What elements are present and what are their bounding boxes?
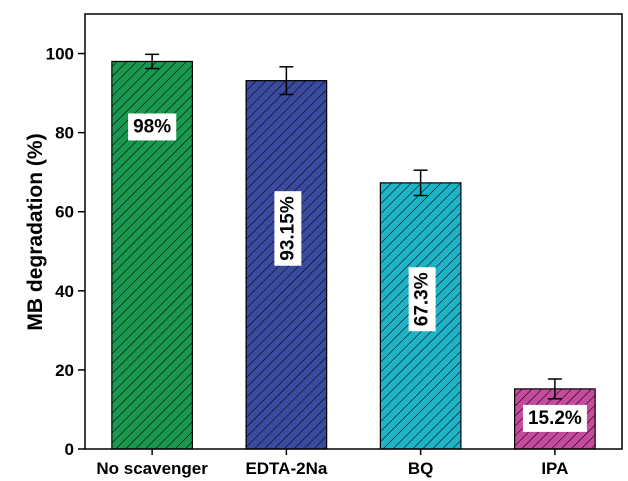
data-label-box: 93.15% <box>274 191 302 266</box>
data-label-box: 67.3% <box>408 267 436 332</box>
y-axis: 0 20 40 60 80 100 <box>46 45 85 459</box>
y-tick-label: 40 <box>55 282 74 301</box>
error-bar <box>145 53 160 70</box>
y-tick-label: 80 <box>55 124 74 143</box>
plot-frame <box>84 13 623 450</box>
data-label-box: 98% <box>128 113 177 141</box>
x-tick-label: BQ <box>408 459 434 478</box>
error-bar <box>279 66 294 96</box>
error-bar <box>413 169 428 197</box>
bars <box>111 60 596 450</box>
data-label: 67.3% <box>412 272 433 326</box>
data-label: 15.2% <box>528 408 582 429</box>
y-tick-label: 20 <box>55 361 74 380</box>
y-tick-label: 100 <box>46 45 74 64</box>
x-tick-label: No scavenger <box>96 459 208 478</box>
x-tick-label: IPA <box>541 459 568 478</box>
data-labels: 98% 93.15% 67.3% 15.2% <box>128 113 587 432</box>
data-label: 93.15% <box>277 196 298 261</box>
y-tick-label: 60 <box>55 203 74 222</box>
x-tick-label: EDTA-2Na <box>245 459 327 478</box>
y-tick-label: 0 <box>65 440 74 459</box>
y-axis-title: MB degradation (%) <box>24 133 47 330</box>
x-axis: No scavenger EDTA-2Na BQ IPA <box>96 449 568 478</box>
error-bar <box>547 378 562 400</box>
data-label-box: 15.2% <box>522 404 587 432</box>
error-bars <box>145 53 562 400</box>
data-label: 98% <box>133 116 171 137</box>
